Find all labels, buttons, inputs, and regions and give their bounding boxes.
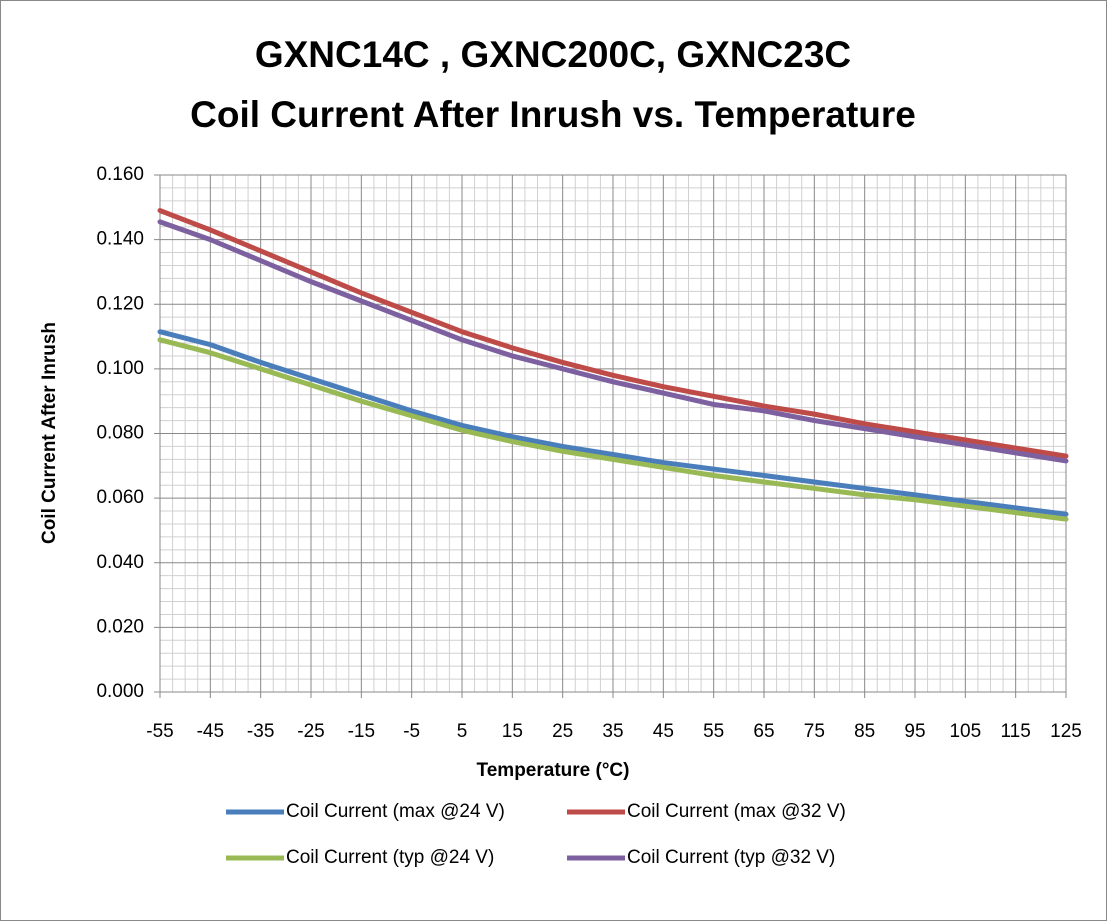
y-axis-label: Coil Current After Inrush	[39, 322, 60, 544]
x-tick-label: -5	[403, 721, 420, 742]
x-tick-label: -15	[348, 721, 375, 742]
y-tick-label: 0.020	[96, 616, 144, 637]
x-tick-label: 55	[703, 721, 724, 742]
x-tick-label: 75	[804, 721, 825, 742]
x-tick-label: 85	[854, 721, 875, 742]
x-tick-label: -45	[197, 721, 224, 742]
y-tick-label: 0.040	[96, 552, 144, 573]
y-tick-label: 0.080	[96, 423, 144, 444]
series-line	[157, 219, 1069, 464]
y-tick-label: 0.140	[96, 229, 144, 250]
x-tick-label: 95	[904, 721, 925, 742]
y-tick-label: 0.000	[96, 681, 144, 702]
legend-label: Coil Current (typ @32 V)	[627, 847, 835, 868]
series-line	[157, 337, 1069, 522]
legend-label: Coil Current (typ @24 V)	[286, 847, 494, 868]
x-tick-label: -55	[146, 721, 173, 742]
x-tick-label: -25	[297, 721, 324, 742]
series-line	[157, 208, 1069, 459]
legend-label: Coil Current (max @24 V)	[286, 801, 505, 822]
chart-title: Coil Current After Inrush vs. Temperatur…	[190, 94, 916, 135]
x-axis-label: Temperature (°C)	[477, 760, 630, 781]
x-tick-label: 105	[949, 721, 981, 742]
x-tick-label: 25	[552, 721, 573, 742]
y-tick-label: 0.060	[96, 487, 144, 508]
y-tick-label: 0.160	[96, 164, 144, 185]
x-tick-label: 45	[653, 721, 674, 742]
x-tick-label: 125	[1050, 721, 1082, 742]
x-tick-label: 35	[602, 721, 623, 742]
legend-label: Coil Current (max @32 V)	[627, 801, 846, 822]
x-tick-label: -35	[247, 721, 274, 742]
chart-title: GXNC14C , GXNC200C, GXNC23C	[255, 34, 851, 75]
y-tick-label: 0.120	[96, 293, 144, 314]
y-tick-label: 0.100	[96, 358, 144, 379]
x-tick-label: 5	[457, 721, 468, 742]
series-line	[157, 329, 1069, 517]
x-tick-label: 15	[502, 721, 523, 742]
x-tick-label: 115	[1001, 721, 1031, 742]
x-tick-label: 65	[753, 721, 774, 742]
